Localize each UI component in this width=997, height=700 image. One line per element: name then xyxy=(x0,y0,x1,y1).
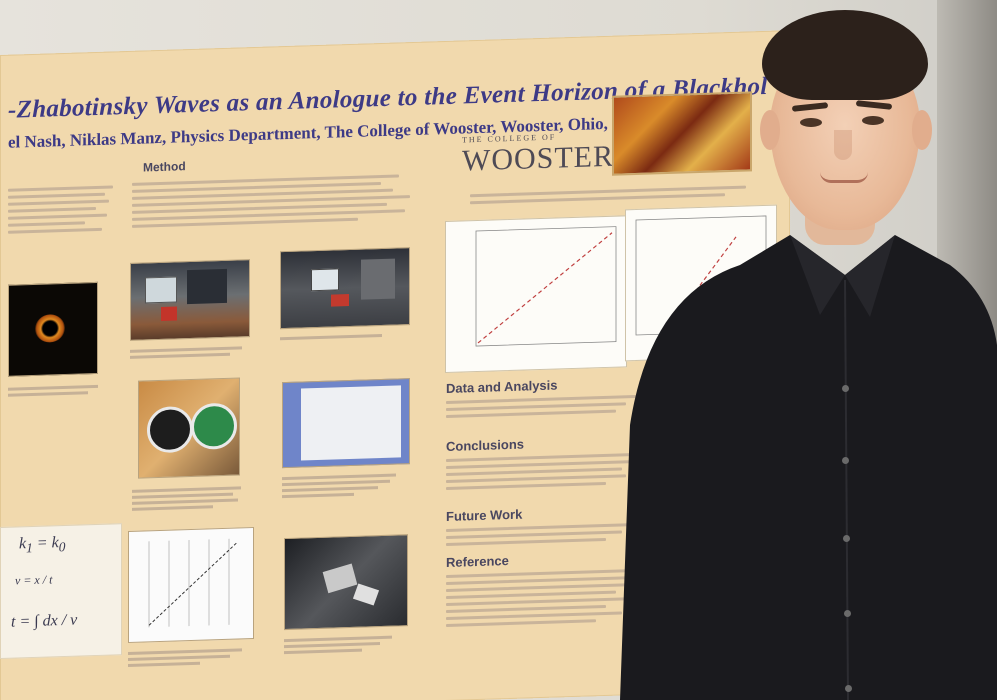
simulation-screenshot xyxy=(282,378,410,469)
college-logo: THE COLLEGE OF WOOSTER xyxy=(462,131,614,179)
eye-left xyxy=(800,118,822,127)
data-graph-left xyxy=(445,215,627,374)
logo-wordmark: WOOSTER xyxy=(462,139,614,178)
mouth xyxy=(820,172,868,183)
future-work-text xyxy=(446,519,646,550)
reference-text xyxy=(446,565,646,631)
person xyxy=(620,0,997,700)
intro-text xyxy=(8,181,118,237)
ear-right xyxy=(912,110,932,150)
method-heading: Method xyxy=(143,159,186,175)
eye-right xyxy=(862,116,884,125)
research-poster: -Zhabotinsky Waves as an Anologue to the… xyxy=(0,30,790,700)
lab-setup-photo-1 xyxy=(130,259,250,341)
calibration-caption xyxy=(128,645,248,670)
simulation-caption xyxy=(282,470,402,501)
pump-photo xyxy=(138,377,240,479)
nose xyxy=(834,130,852,160)
pump-caption xyxy=(132,483,247,514)
equation-1: k1 = k0 xyxy=(19,534,66,556)
shirt-button-3 xyxy=(843,535,850,542)
lab-photo-2-caption xyxy=(280,330,400,343)
shirt-button-2 xyxy=(842,457,849,464)
reference-heading: Reference xyxy=(446,553,509,570)
conclusions-text xyxy=(446,449,646,494)
black-hole-caption xyxy=(8,382,108,400)
black-shirt xyxy=(620,225,997,700)
data-analysis-text xyxy=(446,391,646,422)
experiment-photo xyxy=(284,534,408,631)
conclusions-heading: Conclusions xyxy=(446,436,525,454)
shirt-button-1 xyxy=(842,385,849,392)
calibration-graph-image xyxy=(128,527,254,643)
equations-panel: k1 = k0 v = x / t t = ∫ dx / v xyxy=(0,523,122,659)
calibration-graph xyxy=(148,538,238,628)
shirt-button-5 xyxy=(845,685,852,692)
shirt-button-4 xyxy=(844,610,851,617)
ear-left xyxy=(760,110,780,150)
equation-3: t = ∫ dx / v xyxy=(11,611,78,631)
equation-2: v = x / t xyxy=(15,572,53,588)
experiment-caption xyxy=(284,632,404,657)
black-hole-image xyxy=(8,281,98,377)
hair-fringe xyxy=(775,60,915,90)
shirt-shape xyxy=(620,235,997,700)
lab-setup-photo-2 xyxy=(280,247,410,330)
lab-photo-1-caption xyxy=(130,343,248,362)
method-text xyxy=(132,170,422,232)
future-work-heading: Future Work xyxy=(446,506,523,524)
